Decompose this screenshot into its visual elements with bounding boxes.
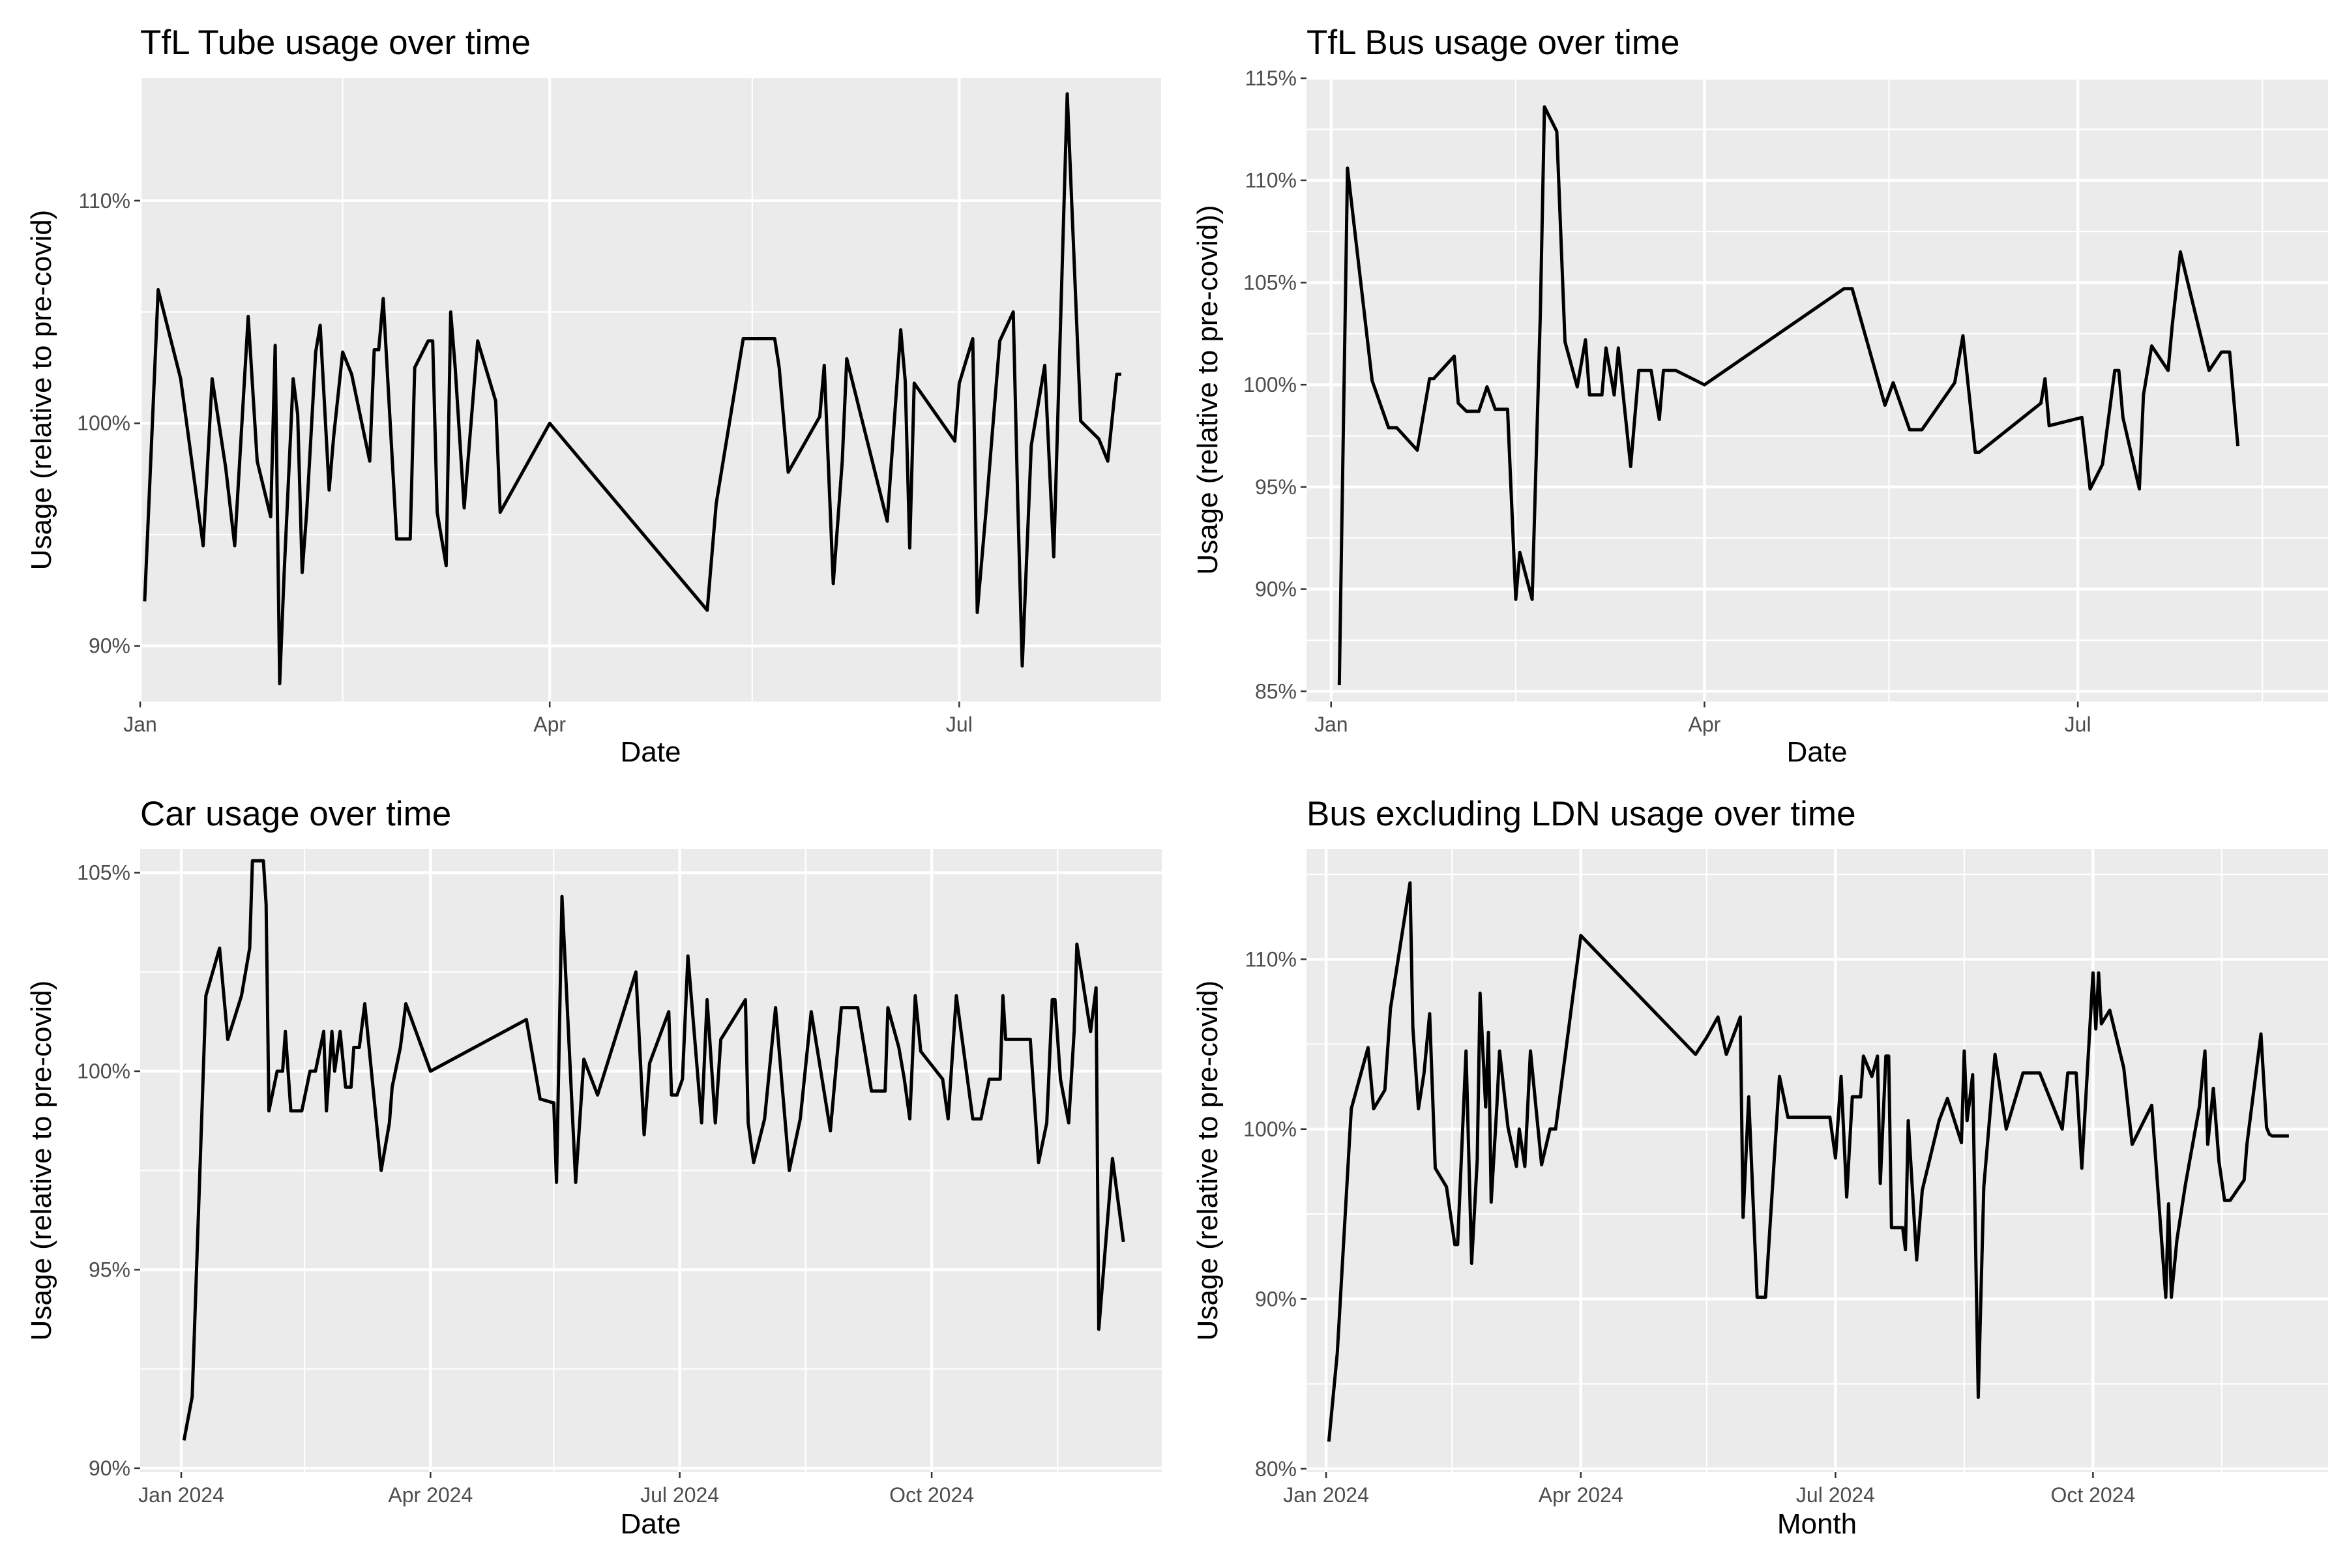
panel-title: Bus excluding LDN usage over time: [1306, 795, 1856, 833]
y-tick-label: 110%: [1245, 947, 1297, 971]
y-tick-label: 110%: [1245, 169, 1297, 192]
panel-title: TfL Bus usage over time: [1306, 23, 1679, 62]
y-tick-labels: 90% 100% 110%: [77, 189, 130, 658]
x-tick-label: Oct 2024: [2050, 1483, 2135, 1507]
series-line: [182, 859, 1125, 1441]
x-tick-label: Apr: [1689, 713, 1721, 736]
y-tick-label: 100%: [1243, 373, 1297, 396]
panel-car: Car usage over time 90% 95% 100% 105% Jan 2…: [25, 795, 1162, 1540]
panel-tube: TfL Tube usage over time 90% 100% 110% Jan…: [25, 23, 1163, 768]
y-axis-title: Usage (relative to pre-covid): [25, 981, 57, 1341]
tick-marks: [1301, 958, 2094, 1478]
x-axis-title: Date: [621, 736, 681, 768]
y-tick-label: 85%: [1255, 679, 1297, 703]
x-tick-label: Oct 2024: [889, 1483, 974, 1507]
x-tick-label: Apr 2024: [388, 1483, 473, 1507]
x-tick-label: Jul 2024: [640, 1483, 719, 1507]
y-tick-label: 90%: [1255, 1287, 1297, 1310]
y-tick-labels: 80% 90% 100% 110%: [1243, 947, 1297, 1480]
tick-marks: [1301, 77, 2079, 707]
series-line: [143, 92, 1121, 686]
x-tick-labels: Jan 2024 Apr 2024 Jul 2024 Oct 2024: [1283, 1483, 2135, 1507]
x-tick-labels: Jan Apr Jul: [1314, 713, 2091, 736]
tick-marks: [134, 200, 960, 707]
y-tick-labels: 85% 90% 95% 100% 105% 110% 115%: [1243, 67, 1297, 703]
panel-bus-excl-ldn: Bus excluding LDN usage over time 80% 90%…: [1192, 795, 2328, 1540]
x-tick-labels: Jan Apr Jul: [123, 713, 973, 736]
x-tick-label: Jul: [946, 713, 973, 736]
x-tick-label: Apr: [533, 713, 566, 736]
y-tick-label: 110%: [79, 189, 130, 213]
gridlines: [140, 849, 1162, 1472]
y-tick-labels: 90% 95% 100% 105%: [77, 861, 130, 1480]
plot-area: [1306, 78, 2328, 702]
x-tick-label: Jan: [123, 713, 157, 736]
y-tick-label: 80%: [1255, 1457, 1297, 1481]
panel-title: TfL Tube usage over time: [140, 23, 531, 62]
y-tick-label: 105%: [1243, 271, 1297, 294]
y-axis-title: Usage (relative to pre-covid)): [1192, 205, 1224, 574]
y-tick-label: 95%: [89, 1258, 130, 1281]
x-tick-label: Jan 2024: [138, 1483, 224, 1507]
x-axis-title: Month: [1777, 1508, 1857, 1540]
x-axis-title: Date: [621, 1508, 681, 1540]
x-tick-label: Jan: [1314, 713, 1348, 736]
y-tick-label: 100%: [77, 1059, 130, 1083]
x-axis-title: Date: [1787, 736, 1848, 768]
y-tick-label: 95%: [1255, 475, 1297, 499]
x-tick-labels: Jan 2024 Apr 2024 Jul 2024 Oct 2024: [138, 1483, 974, 1507]
y-tick-label: 100%: [1243, 1117, 1297, 1141]
y-tick-label: 90%: [1255, 578, 1297, 601]
y-tick-label: 105%: [77, 861, 130, 885]
series-line: [1337, 105, 2240, 685]
y-axis-title: Usage (relative to pre-covid): [1192, 981, 1224, 1341]
x-tick-label: Jul: [2065, 713, 2091, 736]
x-tick-label: Jan 2024: [1283, 1483, 1369, 1507]
tick-marks: [134, 872, 933, 1478]
x-tick-label: Apr 2024: [1539, 1483, 1623, 1507]
plot-area: [140, 849, 1162, 1472]
y-tick-label: 100%: [77, 411, 130, 435]
y-tick-label: 115%: [1245, 67, 1297, 90]
panel-bus: TfL Bus usage over time 85% 90% 95% 100% 105…: [1192, 23, 2328, 768]
panel-title: Car usage over time: [140, 795, 451, 833]
y-tick-label: 90%: [89, 1457, 130, 1480]
x-tick-label: Jul 2024: [1796, 1483, 1875, 1507]
y-tick-label: 90%: [89, 634, 130, 658]
gridlines: [1306, 76, 2328, 702]
y-axis-title: Usage (relative to pre-covid): [25, 210, 57, 570]
series-line: [1327, 881, 2289, 1442]
plot-area: [140, 78, 1162, 702]
